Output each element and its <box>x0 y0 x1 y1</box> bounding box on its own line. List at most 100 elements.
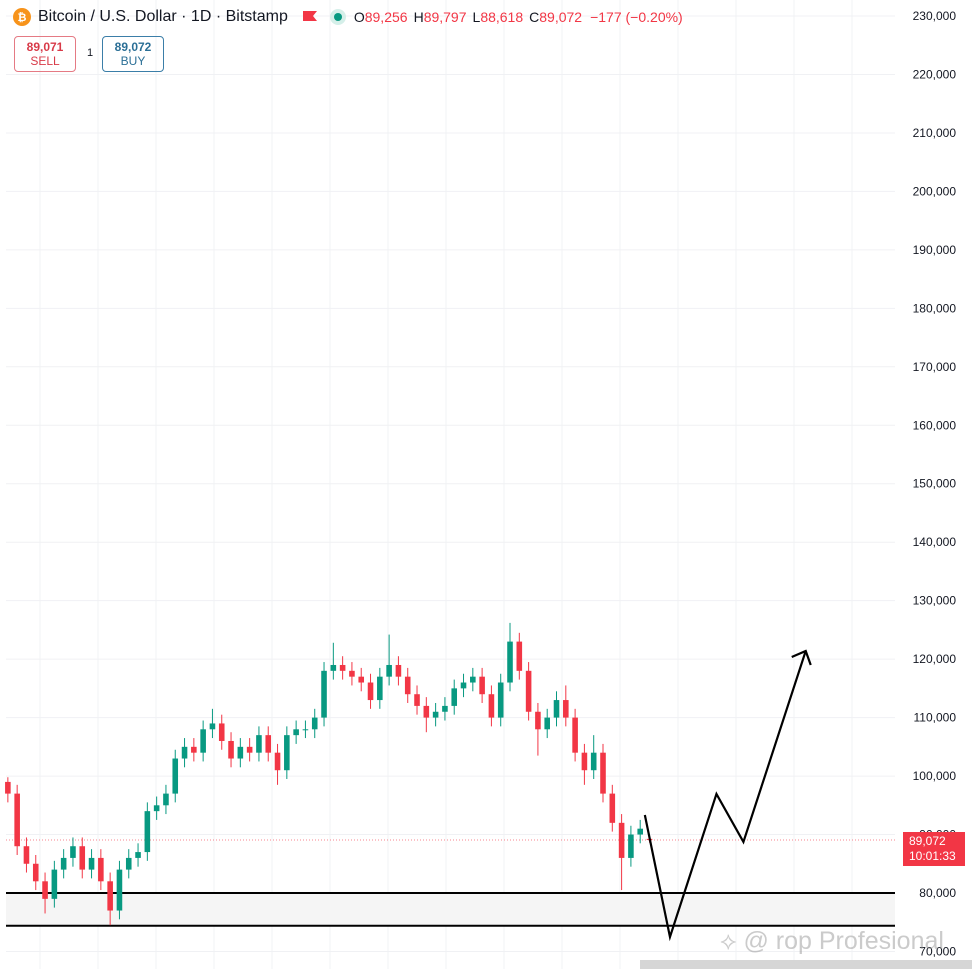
ohlc-key: H <box>413 9 424 25</box>
candle-body <box>163 793 169 806</box>
candle-body <box>23 846 30 864</box>
candle-body <box>79 846 86 870</box>
candle-body <box>414 694 420 706</box>
candle-body <box>637 828 643 835</box>
candle-body <box>395 664 402 677</box>
countdown: 10:01:33 <box>909 849 956 863</box>
symbol-title: Bitcoin / U.S. Dollar · 1D · Bitstamp <box>38 8 288 25</box>
watermark-text: rop Profesional <box>775 927 944 955</box>
y-tick-label: 230,000 <box>913 9 957 23</box>
candle-body <box>544 717 551 730</box>
buy-button[interactable]: 89,072 BUY <box>102 36 164 72</box>
buy-price: 89,072 <box>114 40 152 54</box>
header: ₿ Bitcoin / U.S. Dollar · 1D · Bitstamp … <box>12 7 683 27</box>
candle-body <box>274 752 281 771</box>
candle-body <box>172 758 179 794</box>
candle-body <box>42 881 48 899</box>
candle-body <box>628 834 634 858</box>
candle-body <box>88 857 95 870</box>
candle-body <box>386 664 392 677</box>
candle-body <box>572 717 578 753</box>
candle-body <box>507 641 513 683</box>
candle-body <box>293 729 299 736</box>
ohlc-legend: O 89,256 H 89,797 L 88,618 C 89,072 <box>350 9 582 25</box>
candle-body <box>563 700 569 718</box>
y-tick-label: 110,000 <box>914 711 957 725</box>
candle-body <box>116 869 123 911</box>
candle-body <box>460 682 467 689</box>
last-price: 89,072 <box>909 834 946 848</box>
candle-body <box>358 676 365 683</box>
candle-body <box>609 793 616 823</box>
buy-label: BUY <box>120 54 146 68</box>
candle-body <box>553 700 560 718</box>
candle-body <box>423 705 430 718</box>
candle-body <box>600 752 606 794</box>
candle-body <box>330 664 337 671</box>
candle-body <box>51 869 58 899</box>
projection-path <box>643 650 807 942</box>
y-tick-label: 130,000 <box>913 594 957 608</box>
candle-body <box>590 752 597 771</box>
bottom-bar <box>640 960 972 969</box>
y-tick-label: 150,000 <box>913 477 957 491</box>
last-price-label: 89,072 10:01:33 <box>903 832 965 866</box>
sell-button[interactable]: 89,071 SELL <box>14 36 76 72</box>
candle-body <box>302 729 309 731</box>
candle-body <box>135 852 141 858</box>
y-tick-label: 170,000 <box>913 360 957 374</box>
candle-body <box>321 670 327 718</box>
candle-body <box>60 857 67 870</box>
candle-body <box>218 723 225 741</box>
ohlc-key: L <box>472 9 481 25</box>
candle-body <box>432 711 439 718</box>
candle-body <box>14 793 20 847</box>
sell-price: 89,071 <box>26 40 64 54</box>
candle-body <box>339 664 346 671</box>
candle-body <box>284 735 290 771</box>
y-tick-label: 80,000 <box>919 886 956 900</box>
candle-body <box>107 881 113 911</box>
candle-body <box>618 822 625 858</box>
svg-text:₿: ₿ <box>18 12 27 24</box>
sell-label: SELL <box>30 54 60 68</box>
quantity: 1 <box>87 47 94 59</box>
candle-body <box>404 676 411 695</box>
candle-body <box>228 740 234 759</box>
candle-body <box>535 711 541 730</box>
candle-body <box>451 688 458 706</box>
candle-body <box>525 670 532 712</box>
candle-body <box>181 746 188 759</box>
y-tick-label: 70,000 <box>919 944 956 958</box>
candle-body <box>488 694 495 718</box>
y-tick-label: 140,000 <box>913 535 957 549</box>
candle-body <box>144 811 151 853</box>
candle-body <box>442 705 448 712</box>
candle-body <box>265 735 272 753</box>
ohlc-value: 88,618 <box>480 9 524 25</box>
watermark: ⟡ @ rop Profesional <box>720 927 944 955</box>
y-tick-label: 200,000 <box>913 184 957 198</box>
ohlc-key: C <box>529 9 540 25</box>
support-zone <box>6 892 895 926</box>
bitcoin-icon: ₿ <box>13 8 31 26</box>
candle-body <box>479 676 485 695</box>
candle-body <box>209 723 216 730</box>
ohlc-key: O <box>353 9 365 25</box>
candle-body <box>153 805 160 812</box>
y-tick-label: 160,000 <box>913 418 957 432</box>
candle-body <box>256 735 262 753</box>
flag-icon[interactable] <box>300 9 322 25</box>
candle-body <box>367 682 374 701</box>
ohlc-value: 89,072 <box>539 9 583 25</box>
candle-body <box>470 676 476 683</box>
candle-body <box>516 641 523 671</box>
candle-body <box>200 729 206 753</box>
candle-body <box>497 682 504 718</box>
projection-arrowhead <box>791 649 812 666</box>
y-tick-label: 100,000 <box>913 769 957 783</box>
y-tick-label: 120,000 <box>913 652 957 666</box>
candle-body <box>377 676 383 701</box>
